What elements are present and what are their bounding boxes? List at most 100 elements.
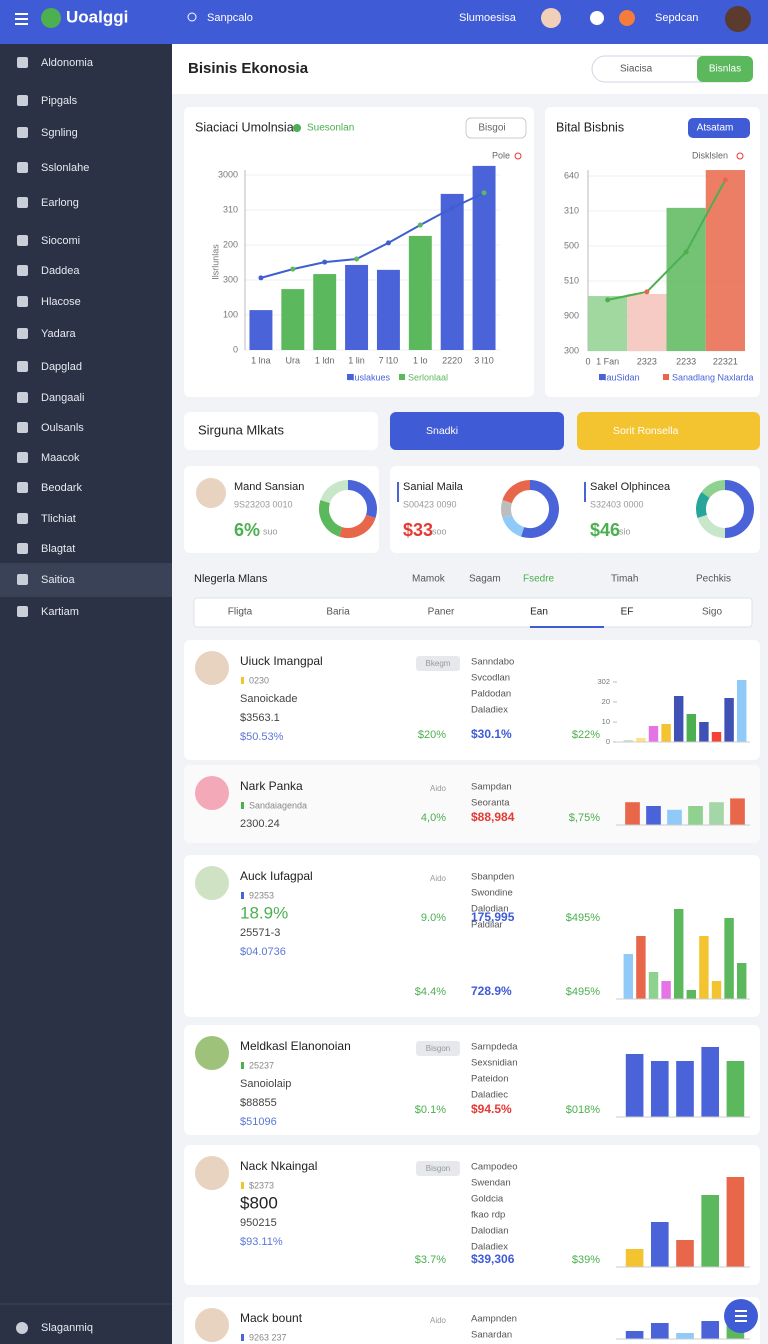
dropdown[interactable] (688, 118, 750, 138)
badge: Bisgon (426, 1164, 450, 1173)
row-detail: Dalodian (471, 904, 509, 915)
tab-label[interactable]: Sorit Ronsella (613, 425, 679, 437)
row-card (184, 1297, 760, 1344)
donut-segment (347, 480, 377, 518)
sidebar-item[interactable]: Saitioa (41, 574, 76, 586)
mini-bar (636, 738, 646, 742)
x-tick-label: 1 Fan (596, 356, 619, 366)
search-input[interactable]: Siacisa (620, 64, 653, 75)
badge: Aido (430, 784, 447, 793)
row-text: $800 (240, 1193, 278, 1212)
bar (627, 293, 667, 351)
row-name: Nark Panka (240, 779, 303, 793)
tab[interactable] (577, 412, 760, 450)
filter-item[interactable]: Timah (611, 574, 638, 585)
donut-segment (697, 514, 726, 538)
sidebar-item[interactable]: Slaganmiq (41, 1322, 93, 1334)
filter-item[interactable]: Sagam (469, 574, 501, 585)
row-meta: 25237 (249, 1060, 274, 1070)
sidebar-item[interactable]: Daddea (41, 265, 80, 277)
sidebar-item[interactable]: Beodark (41, 482, 82, 494)
mini-bar (625, 1249, 644, 1267)
line-marker (258, 275, 264, 281)
sidebar-item[interactable]: Dangaali (41, 392, 84, 404)
row-figure: $22% (572, 729, 600, 741)
tab-label[interactable]: Sirguna Mlkats (198, 422, 284, 437)
mini-bar (724, 918, 734, 999)
sidebar-item[interactable]: Hlacose (41, 296, 81, 308)
row-figure: $3.7% (415, 1254, 446, 1266)
sidebar-item[interactable]: Tlichiat (41, 513, 76, 525)
row-figure: $495% (566, 912, 600, 924)
subtab[interactable]: Fligta (228, 607, 253, 618)
menu-icon (15, 13, 28, 15)
sidebar-item[interactable]: Dapglad (41, 361, 82, 373)
line-marker (322, 259, 328, 265)
row-name: Mack bount (240, 1311, 303, 1325)
tab[interactable] (390, 412, 564, 450)
dropdown[interactable] (465, 117, 527, 139)
avatar (195, 866, 229, 900)
row-name: Nack Nkaingal (240, 1159, 317, 1173)
sidebar-icon (17, 197, 28, 208)
sidebar-item[interactable]: Sgnling (41, 127, 78, 139)
row-figure: $88,984 (471, 810, 515, 824)
button-label[interactable]: Bisnlas (709, 64, 741, 75)
sidebar-item[interactable]: Kartiam (41, 606, 79, 618)
sidebar-item[interactable]: Yadara (41, 328, 77, 340)
nav-link[interactable]: Slumoesisa (459, 12, 517, 24)
subtab[interactable]: Ean (530, 607, 548, 618)
y-tick-label: 100 (223, 309, 238, 319)
dropdown-label[interactable]: Atsatam (697, 123, 734, 134)
mini-bar (673, 909, 684, 999)
x-tick-label: 7 l10 (379, 355, 399, 365)
accent (584, 482, 586, 502)
donut-segment (502, 480, 531, 504)
sidebar-item[interactable]: Aldonomia (41, 57, 94, 69)
meta-mark (241, 1062, 244, 1069)
sidebar-item[interactable]: Oulsanls (41, 422, 84, 434)
mini-bar (625, 1054, 644, 1117)
bar (666, 207, 706, 351)
legend-swatch (663, 374, 669, 380)
row-text: 950215 (240, 1217, 277, 1229)
mini-bar (736, 963, 747, 999)
sidebar-icon (17, 574, 28, 585)
y-tick-label: 310 (223, 204, 238, 214)
sidebar-item[interactable]: Siocomi (41, 235, 80, 247)
search[interactable]: Sanpcalo (207, 12, 253, 24)
x-tick-label: 2220 (442, 355, 462, 365)
mini-bar (726, 1177, 745, 1267)
row-figure: $4.4% (415, 986, 446, 998)
sidebar-item[interactable]: Blagtat (41, 543, 75, 555)
sidebar-item[interactable]: Maacok (41, 452, 80, 464)
sidebar-icon (17, 422, 28, 433)
filter-item[interactable]: Mamok (412, 574, 446, 585)
line-marker (417, 222, 423, 228)
mini-bar (625, 1331, 644, 1339)
tab[interactable] (184, 412, 378, 450)
mini-bar (701, 1195, 720, 1267)
subtab[interactable]: EF (621, 607, 634, 618)
row-figure: $30.1% (471, 727, 512, 741)
sidebar-item[interactable]: Pipgals (41, 95, 78, 107)
subtab[interactable]: Paner (428, 607, 455, 618)
bar (313, 274, 337, 350)
sidebar-item[interactable]: Earlong (41, 197, 79, 209)
mini-bar (676, 1061, 694, 1117)
row-detail: Sarnpdeda (471, 1042, 518, 1053)
bar (281, 289, 305, 350)
button[interactable] (697, 56, 753, 82)
dropdown-label[interactable]: Bisgoi (478, 123, 505, 134)
user-name[interactable]: Sepdcan (655, 12, 698, 24)
sidebar-item[interactable]: Sslonlahe (41, 162, 89, 174)
subtab[interactable]: Baria (326, 607, 350, 618)
filter-item[interactable]: Fsedre (523, 574, 555, 585)
chart-note: Pole (492, 150, 510, 160)
mini-bar (726, 1061, 745, 1117)
avatar (195, 1308, 229, 1342)
filter-item[interactable]: Pechkis (696, 574, 731, 585)
donut-segment (320, 480, 349, 504)
tab-label[interactable]: Snadki (426, 425, 458, 437)
subtab[interactable]: Sigo (702, 607, 722, 618)
